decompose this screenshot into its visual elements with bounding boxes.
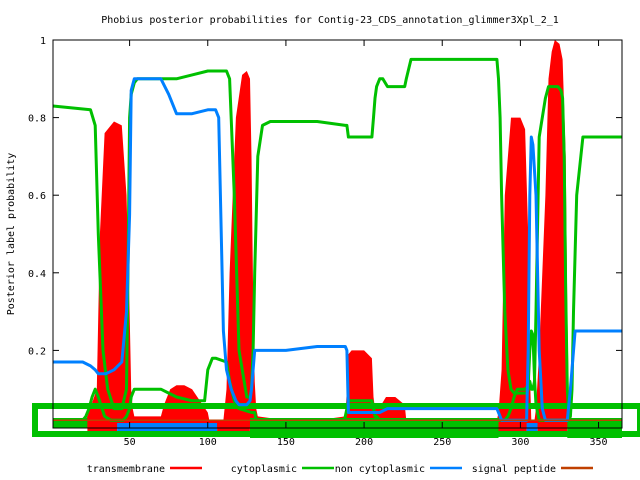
- plot-frame: [52, 39, 623, 429]
- x-tick-label: 350: [590, 437, 608, 448]
- legend-label: non cytoplasmic: [335, 464, 425, 475]
- legend-label: transmembrane: [87, 464, 165, 475]
- transmembrane-area: [53, 40, 622, 428]
- y-axis-label: Posterior label probability: [6, 153, 17, 316]
- track-segment-cytoplasmic: [53, 418, 88, 428]
- track-border: [32, 403, 640, 437]
- x-tick-label: 250: [433, 437, 451, 448]
- x-tick-label: 50: [124, 437, 136, 448]
- legend: transmembrane cytoplasmic non cytoplasmic s…: [87, 464, 593, 475]
- y-tick-label: 0.4: [28, 269, 46, 280]
- legend-label: cytoplasmic: [231, 464, 297, 475]
- y-tick-label: 0.8: [28, 114, 46, 125]
- signal-peptide-line: [53, 77, 622, 422]
- x-tick-label: 200: [355, 437, 373, 448]
- y-tick-label: 0.2: [28, 346, 46, 357]
- plot-area: 50 100 150 200 250 300 350 0.2 0.4 0.6 0.8 1: [28, 36, 640, 448]
- y-tick-label: 0.6: [28, 191, 46, 202]
- x-tick-label: 300: [511, 437, 529, 448]
- x-tick-label: 100: [199, 437, 217, 448]
- chart-title: Phobius posterior probabilities for Cont…: [101, 15, 559, 26]
- x-tick-label: 150: [277, 437, 295, 448]
- legend-label: signal peptide: [472, 464, 556, 475]
- y-tick-label: 1: [40, 36, 46, 47]
